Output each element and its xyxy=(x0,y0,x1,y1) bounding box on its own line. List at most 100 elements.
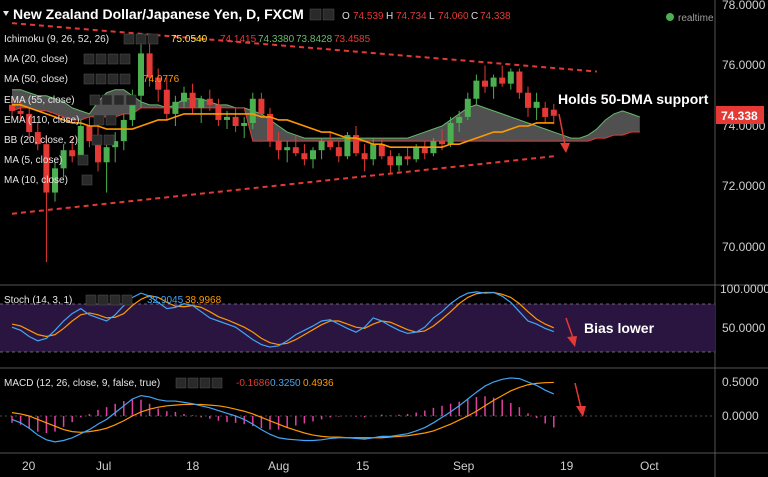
stoch-tick: 50.0000 xyxy=(722,321,766,335)
candle-body xyxy=(258,98,265,114)
candle-body xyxy=(284,147,291,151)
candle-body xyxy=(215,104,222,120)
candle-body xyxy=(241,122,248,126)
candle-body xyxy=(206,98,213,105)
senkou-b-line xyxy=(11,107,640,142)
ind-val: 73.4585 xyxy=(334,34,371,45)
candle-body xyxy=(198,98,205,108)
candles[interactable] xyxy=(9,41,557,263)
candle-body xyxy=(129,95,136,120)
ind-val: 74.1415 xyxy=(220,34,257,45)
candle-body xyxy=(387,156,394,166)
ind-label-ema110[interactable]: EMA (110, close) xyxy=(4,115,79,126)
header: New Zealand Dollar/Japanese Yen, D, FXCM… xyxy=(3,6,714,24)
ind-label-ma10[interactable]: MA (10, close) xyxy=(4,175,68,186)
stoch-axis: 100.0000 50.0000 xyxy=(720,282,768,335)
down-arrow-macd xyxy=(574,382,586,417)
realtime-dot-icon xyxy=(666,13,674,21)
candle-body xyxy=(103,147,110,163)
indicator-legend[interactable]: Ichimoku (9, 26, 52, 26) 75.0540 74.1415… xyxy=(4,33,371,389)
price-tick: 78.0000 xyxy=(722,0,766,12)
candle-body xyxy=(439,141,445,145)
ind-label-ma5[interactable]: MA (5, close) xyxy=(4,155,62,166)
down-arrow-main xyxy=(558,113,570,153)
candle-body xyxy=(52,168,58,193)
macd-line-val: 0.3250 xyxy=(270,378,301,389)
candle-body xyxy=(464,98,471,117)
candle-body xyxy=(249,98,256,123)
candle-body xyxy=(112,141,119,148)
candle-body xyxy=(172,101,179,114)
candle-body xyxy=(17,110,24,114)
candle-body xyxy=(550,109,557,116)
ind-label-ma20[interactable]: MA (20, close) xyxy=(4,54,68,65)
ma50-line xyxy=(12,104,554,148)
candle-body xyxy=(267,113,273,142)
candle-body xyxy=(490,77,497,87)
candle-body xyxy=(318,141,325,151)
ind-label-ema55[interactable]: EMA (55, close) xyxy=(4,95,75,106)
ind-val: 74.0776 xyxy=(143,74,180,85)
stoch-d-val: 38.9968 xyxy=(185,295,222,306)
price-tick: 72.0000 xyxy=(722,179,766,193)
ind-val: 74.3380 xyxy=(258,34,295,45)
candle-body xyxy=(456,116,463,123)
stoch-label[interactable]: Stoch (14, 3, 1) xyxy=(4,295,72,306)
ind-val: 75.0540 xyxy=(171,34,208,45)
ohlc-h-val: 74.734 xyxy=(396,11,427,22)
ichimoku-cloud xyxy=(11,89,640,142)
time-tick: 19 xyxy=(560,459,574,473)
candle-body xyxy=(361,153,368,160)
time-tick: 20 xyxy=(22,459,36,473)
symbol-title[interactable]: New Zealand Dollar/Japanese Yen, D, FXCM xyxy=(13,6,304,22)
trendlines[interactable] xyxy=(11,22,597,215)
candle-body xyxy=(120,119,127,142)
candle-body xyxy=(473,80,480,99)
macd-hist-val: -0.1686 xyxy=(236,378,270,389)
price-tick: 70.0000 xyxy=(722,240,766,254)
header-buttons[interactable] xyxy=(309,8,335,21)
candle-body xyxy=(344,135,351,157)
candle-body xyxy=(404,156,411,160)
collapse-arrow-icon[interactable] xyxy=(3,11,9,16)
time-axis[interactable]: 20 Jul 18 Aug 15 Sep 19 Oct xyxy=(22,459,659,473)
time-tick: Sep xyxy=(453,459,475,473)
candle-body xyxy=(292,147,299,154)
stoch-k-path xyxy=(11,291,555,348)
ma50-path xyxy=(12,104,554,148)
candle-body xyxy=(421,147,428,154)
candle-body xyxy=(95,141,101,163)
ind-val: 73.8428 xyxy=(296,34,333,45)
ind-label-ma50[interactable]: MA (50, close) xyxy=(4,74,68,85)
candle-body xyxy=(353,135,359,154)
candle-body xyxy=(525,92,531,108)
macd-label[interactable]: MACD (12, 26, close, 9, false, true) xyxy=(4,378,160,389)
macd-tick: 0.0000 xyxy=(722,409,759,423)
candle-body xyxy=(378,144,385,157)
macd-lines xyxy=(11,377,555,443)
ohlc-c-val: 74.338 xyxy=(480,11,511,22)
candle-body xyxy=(26,113,33,133)
candle-body xyxy=(482,80,488,87)
ohlc-l-key: L xyxy=(429,11,435,22)
ind-label-ichimoku[interactable]: Ichimoku (9, 26, 52, 26) xyxy=(4,34,109,45)
candle-body xyxy=(542,107,549,117)
annotation-stoch: Bias lower xyxy=(584,320,655,336)
ohlc-o-key: O xyxy=(342,11,350,22)
stoch-k-val: 32.9045 xyxy=(147,295,184,306)
candle-body xyxy=(43,144,50,193)
ohlc-o-val: 74.539 xyxy=(353,11,384,22)
time-tick: Jul xyxy=(96,459,111,473)
candle-body xyxy=(499,77,506,84)
candle-body xyxy=(396,156,402,166)
time-tick: 15 xyxy=(356,459,370,473)
candle-body xyxy=(189,92,196,108)
time-tick: Oct xyxy=(640,459,659,473)
ind-label-bb[interactable]: BB (20, close, 2) xyxy=(4,135,78,146)
candle-body xyxy=(163,89,170,114)
candle-body xyxy=(232,116,239,126)
price-axis[interactable]: 78.0000 76.0000 74.0000 72.0000 70.0000 … xyxy=(716,0,766,254)
candle-body xyxy=(60,150,67,169)
candle-body xyxy=(447,122,454,145)
